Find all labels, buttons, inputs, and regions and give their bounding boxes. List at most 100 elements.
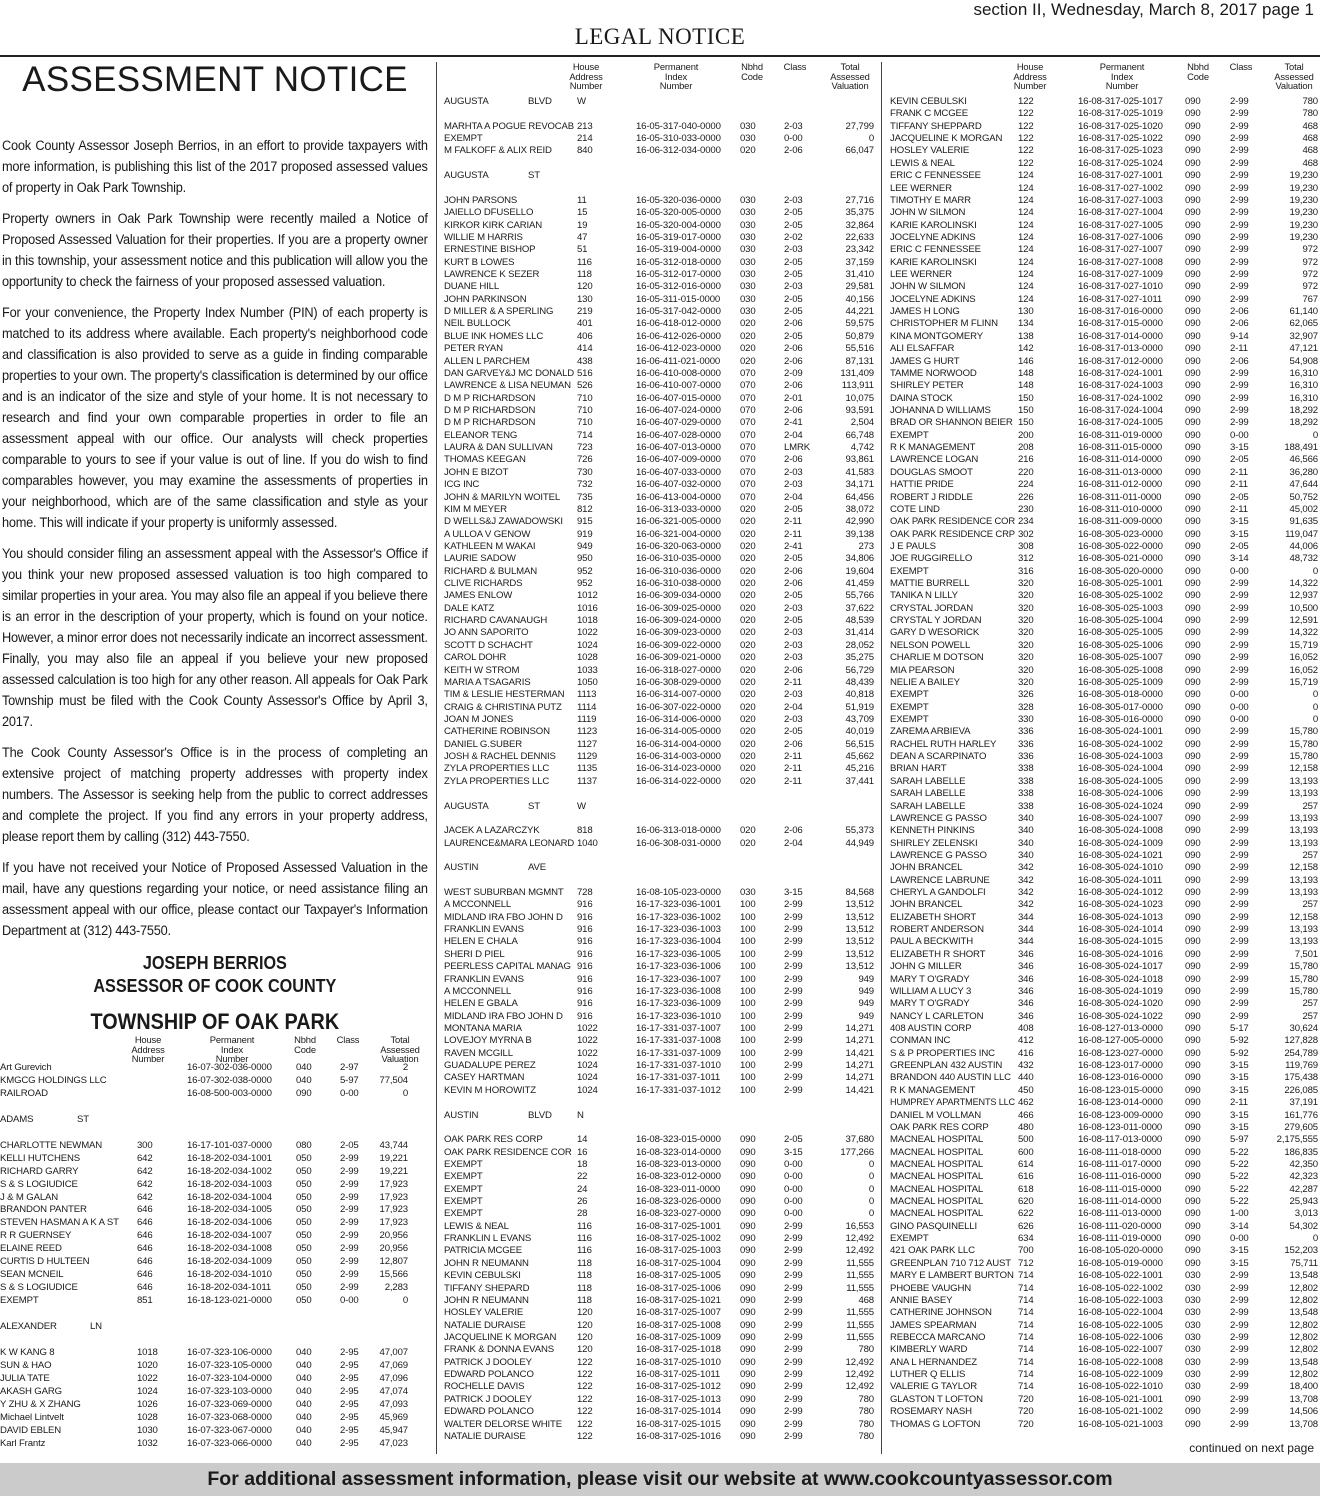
- pin: 16-08-323-026-0000: [636, 1196, 721, 1208]
- nbhd-code: 040: [296, 1437, 312, 1449]
- class-code: 2-99: [1230, 775, 1249, 787]
- nbhd-code: 020: [740, 553, 756, 565]
- owner-name: MACNEAL HOSPITAL: [890, 1158, 984, 1170]
- pin: 16-08-305-025-1003: [1078, 602, 1163, 614]
- table-row: D M P RICHARDSON 710 16-06-407-029-0000 070…: [444, 417, 876, 429]
- table-row: JAIELLO DFUSELLO 15 16-05-320-005-0000 030 2…: [444, 207, 876, 219]
- legal-notice-heading: LEGAL NOTICE: [574, 24, 746, 49]
- assessed-valuation: 37,159: [845, 256, 875, 268]
- assessed-valuation: 44,949: [845, 837, 875, 849]
- assessed-valuation: 13,512: [845, 911, 875, 923]
- pin: 16-06-407-033-0000: [636, 466, 721, 478]
- street-type: ST: [528, 800, 540, 812]
- pin: 16-08-317-024-1004: [1078, 405, 1163, 416]
- class-code: 2-99: [1230, 1393, 1249, 1405]
- nbhd-code: 090: [740, 1430, 756, 1442]
- nbhd-code: 020: [740, 330, 756, 342]
- assessed-valuation: 37,441: [845, 775, 875, 787]
- house-number: 118: [577, 1257, 592, 1269]
- nbhd-code: 020: [740, 701, 756, 713]
- pin: 16-05-312-016-0000: [636, 281, 721, 293]
- class-code: 2-99: [340, 1269, 359, 1281]
- table-row: KURT B LOWES 116 16-05-312-018-0000 030 2-05…: [444, 257, 876, 269]
- class-code: 2-99: [1230, 849, 1249, 861]
- assessed-valuation: 972: [1302, 244, 1318, 256]
- assessed-valuation: 35,375: [845, 207, 875, 219]
- class-code: 2-99: [784, 1418, 803, 1430]
- pin: 16-08-105-023-0000: [636, 887, 721, 899]
- nbhd-code: 070: [740, 454, 756, 466]
- class-code: 2-99: [1230, 1282, 1249, 1294]
- owner-name: JACQUELINE K MORGAN: [444, 1332, 557, 1343]
- class-code: 2-99: [1230, 182, 1249, 194]
- column-divider: [436, 62, 437, 1454]
- owner-name: CONMAN INC: [890, 1035, 951, 1047]
- house-number: 401: [577, 318, 593, 330]
- nbhd-code: 030: [740, 219, 756, 231]
- owner-name: DAVID EBLEN: [0, 1424, 62, 1436]
- pin: 16-08-305-024-1005: [1078, 775, 1163, 787]
- class-code: 3-15: [1230, 1121, 1249, 1133]
- pin: 16-07-323-066-0000: [187, 1437, 272, 1449]
- assessed-valuation: 14,421: [845, 1047, 875, 1059]
- owner-name: M FALKOFF & ALIX REID: [444, 145, 552, 157]
- nbhd-code: 030: [740, 256, 756, 268]
- owner-name: NANCY L CARLETON: [890, 1010, 984, 1022]
- table-row: TIFFANY SHEPPARD 122 16-08-317-025-1020 090…: [890, 121, 1320, 133]
- nbhd-code: 050: [296, 1230, 312, 1242]
- pin: 16-08-317-025-1023: [1078, 145, 1163, 157]
- table-row: ELIZABETH R SHORT 346 16-08-305-024-1016 09…: [890, 949, 1320, 961]
- pin: 16-06-314-022-0000: [636, 775, 721, 787]
- nbhd-code: 090: [1185, 442, 1201, 454]
- class-code: 2-99: [1230, 1356, 1249, 1368]
- class-code: 2-99: [1230, 417, 1249, 429]
- class-code: 3-15: [784, 887, 803, 899]
- house-number: 342: [1018, 899, 1034, 911]
- owner-name: ROBERT J RIDDLE: [890, 491, 973, 503]
- owner-name: DAINA STOCK: [890, 392, 953, 404]
- column-header-house: House Address Number: [1013, 61, 1047, 91]
- table-row: KIRKOR KIRK CARIAN 19 16-05-320-004-0000 03…: [444, 220, 876, 232]
- assessed-valuation: 257: [1302, 800, 1318, 812]
- owner-name: JACEK A LAZARCZYK: [444, 825, 540, 837]
- nbhd-code: 100: [740, 1023, 756, 1034]
- house-number: 730: [577, 466, 593, 478]
- table-row: CRYSTAL JORDAN 320 16-08-305-025-1003 090 2-…: [890, 603, 1320, 615]
- house-number: 320: [1018, 627, 1034, 639]
- class-code: 2-05: [784, 503, 803, 515]
- class-code: 2-99: [784, 1282, 803, 1294]
- pin: 16-08-323-011-0000: [636, 1183, 721, 1195]
- house-number: 47: [577, 231, 588, 243]
- house-number: 720: [1018, 1418, 1034, 1430]
- table-row: FRANK C MCGEE 122 16-08-317-025-1019 090 2-9…: [890, 108, 1320, 120]
- nbhd-code: 090: [740, 1319, 756, 1331]
- table-row: JOHN R NEUMANN 118 16-08-317-025-1021 090 2-…: [444, 1295, 876, 1307]
- class-code: 2-99: [1230, 269, 1249, 281]
- owner-name: DOUGLAS SMOOT: [890, 466, 973, 478]
- owner-name: S & S LOGIUDICE: [0, 1178, 78, 1190]
- class-code: 2-99: [1230, 1381, 1249, 1393]
- table-row: DANIEL M VOLLMAN 466 16-08-123-009-0000 090…: [890, 1110, 1320, 1122]
- class-code: 3-15: [1230, 528, 1249, 540]
- table-row: EXEMPT 326 16-08-305-018-0000 090 0-00 0: [890, 689, 1320, 701]
- assessed-valuation: 468: [1302, 120, 1318, 132]
- house-number: 120: [577, 1332, 593, 1343]
- assessed-valuation: 0: [868, 1208, 874, 1220]
- owner-name: ICG INC: [444, 479, 480, 491]
- nbhd-code: 020: [740, 763, 756, 775]
- column-header-class: Class: [783, 61, 807, 72]
- house-number: 949: [577, 540, 593, 552]
- pin: 16-08-305-017-0000: [1078, 701, 1163, 713]
- class-code: 2-06: [1230, 306, 1249, 318]
- pin: 16-08-105-022-1006: [1078, 1332, 1163, 1343]
- class-code: 0-00: [340, 1295, 359, 1307]
- class-code: 2-06: [784, 565, 803, 577]
- nbhd-code: 040: [296, 1424, 312, 1436]
- table-row: JACQUELINE K MORGAN 120 16-08-317-025-1009…: [444, 1332, 876, 1344]
- table-row: EXEMPT 18 16-08-323-013-0000 090 0-00 0: [444, 1159, 876, 1171]
- owner-name: EXEMPT: [890, 714, 929, 725]
- table-row: CRAIG & CHRISTINA PUTZ 1114 16-06-307-022-…: [444, 702, 876, 714]
- nbhd-code: 090: [740, 1356, 756, 1368]
- assessed-valuation: 15,719: [1289, 639, 1319, 651]
- assessed-valuation: 13,193: [1289, 788, 1319, 800]
